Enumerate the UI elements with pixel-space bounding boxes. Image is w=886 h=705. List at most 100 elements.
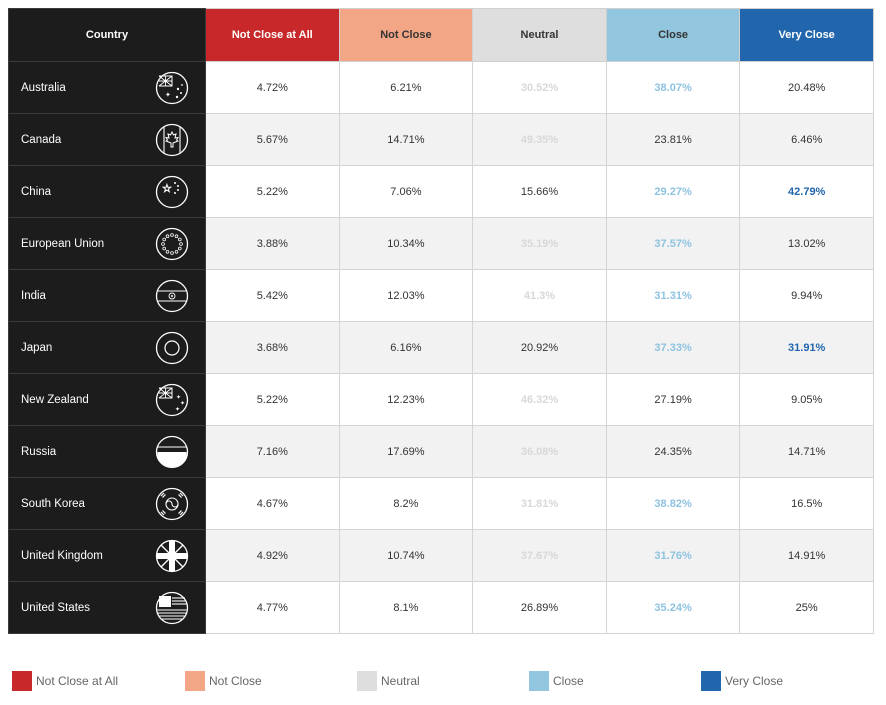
value-cell-neutral: 31.81% [472,477,607,530]
value-cell-not-close-at-all: 5.67% [205,113,340,166]
russia-flag-icon [155,435,189,468]
legend-label: Not Close at All [36,674,119,688]
value-cell-very-close: 16.5% [739,477,874,530]
country-cell: United Kingdom [8,529,206,582]
value-cell-not-close: 8.1% [338,581,474,634]
header-close: Close [605,8,741,62]
value-cell-not-close-at-all: 7.16% [205,425,340,478]
legend-swatch [357,671,377,691]
value-cell-not-close-at-all: 5.22% [205,373,340,426]
country-cell: United States [8,581,206,634]
value-cell-very-close: 9.94% [739,269,874,322]
country-name: India [21,289,46,302]
value-cell-very-close: 14.71% [739,425,874,478]
header-not-close: Not Close [338,8,474,62]
value-cell-close: 23.81% [605,113,741,166]
table-row-united-kingdom: United Kingdom 4.92% 10.74% 37.67% 31.76% 14.… [8,529,874,582]
value-cell-not-close-at-all: 3.88% [205,217,340,270]
value-cell-not-close-at-all: 4.77% [205,581,340,634]
value-cell-close: 31.31% [605,269,741,322]
value-cell-not-close: 17.69% [338,425,474,478]
country-cell: Russia [8,425,206,478]
country-name: South Korea [21,497,85,510]
value-cell-neutral: 35.19% [472,217,607,270]
value-cell-neutral: 20.92% [472,321,607,374]
uk-flag-icon [155,539,189,572]
value-cell-very-close: 14.91% [739,529,874,582]
header-neutral: Neutral [472,8,607,62]
value-cell-not-close: 14.71% [338,113,474,166]
value-cell-very-close: 31.91% [739,321,874,374]
value-cell-not-close: 7.06% [338,165,474,218]
india-flag-icon [155,279,189,312]
table-row-south-korea: South Korea 4.67% 8.2% 31.81% 38.82% 16.5% [8,477,874,530]
value-cell-very-close: 42.79% [739,165,874,218]
closeness-table: Country Not Close at All Not Close Neutr… [8,8,874,634]
value-cell-not-close-at-all: 4.92% [205,529,340,582]
table-row-australia: Australia ✦ 4.72% 6.21% 30.52% 38.07% 20.48% [8,61,874,114]
country-name: China [21,185,52,198]
value-cell-very-close: 25% [739,581,874,634]
legend-label: Not Close [209,674,262,688]
legend-item-not-close-at-all: Not Close at All [12,670,118,692]
country-name: European Union [21,237,105,250]
value-cell-not-close: 12.23% [338,373,474,426]
value-cell-close: 24.35% [605,425,741,478]
value-cell-neutral: 46.32% [472,373,607,426]
china-flag-icon: ☆ [155,175,189,208]
value-cell-close: 38.07% [605,61,741,114]
table-row-united-states: United States 4.77% 8.1% 26.89% 35.24% 25% [8,581,874,634]
value-cell-not-close: 8.2% [338,477,474,530]
svg-text:✦: ✦ [165,91,171,99]
legend-item-neutral: Neutral [357,670,420,692]
value-cell-neutral: 37.67% [472,529,607,582]
value-cell-not-close-at-all: 4.72% [205,61,340,114]
svg-text:✦: ✦ [175,406,180,413]
legend-label: Very Close [725,674,784,688]
header-country: Country [8,8,206,62]
table-header-row: Country Not Close at All Not Close Neutr… [8,8,874,62]
legend-label: Neutral [381,674,420,688]
value-cell-close: 37.33% [605,321,741,374]
svg-text:☆: ☆ [162,183,172,195]
value-cell-neutral: 49.35% [472,113,607,166]
country-cell: India [8,269,206,322]
value-cell-close: 31.76% [605,529,741,582]
value-cell-close: 27.19% [605,373,741,426]
value-cell-not-close: 6.16% [338,321,474,374]
australia-flag-icon: ✦ [155,71,189,104]
value-cell-not-close-at-all: 5.22% [205,165,340,218]
country-cell: European Union [8,217,206,270]
value-cell-close: 29.27% [605,165,741,218]
eu-flag-icon [155,227,189,260]
svg-text:✦: ✦ [180,400,185,407]
country-name: United States [21,601,91,614]
svg-text:✦: ✦ [176,394,181,401]
value-cell-close: 35.24% [605,581,741,634]
table-row-russia: Russia 7.16% 17.69% 36.08% 24.35% 14.71% [8,425,874,478]
table-row-european-union: European Union 3.88% 10.34% 35.19% 37.57% 13.… [8,217,874,270]
value-cell-neutral: 30.52% [472,61,607,114]
new-zealand-flag-icon: ✦✦✦ [155,383,189,416]
header-not-close-at-all: Not Close at All [205,8,340,62]
country-cell: South Korea [8,477,206,530]
header-very-close: Very Close [739,8,874,62]
value-cell-not-close-at-all: 3.68% [205,321,340,374]
legend-item-very-close: Very Close [701,670,783,692]
legend-swatch [529,671,549,691]
legend-item-not-close: Not Close [185,670,262,692]
country-name: Australia [21,81,66,94]
value-cell-neutral: 26.89% [472,581,607,634]
legend-swatch [701,671,721,691]
value-cell-close: 38.82% [605,477,741,530]
legend-swatch [185,671,205,691]
country-cell: China ☆ [8,165,206,218]
legend-swatch [12,671,32,691]
value-cell-neutral: 41.3% [472,269,607,322]
south-korea-flag-icon [155,487,189,520]
table-row-japan: Japan 3.68% 6.16% 20.92% 37.33% 31.91% [8,321,874,374]
country-cell: Canada [8,113,206,166]
legend-label: Close [553,674,584,688]
country-cell: Japan [8,321,206,374]
country-name: Japan [21,341,53,354]
